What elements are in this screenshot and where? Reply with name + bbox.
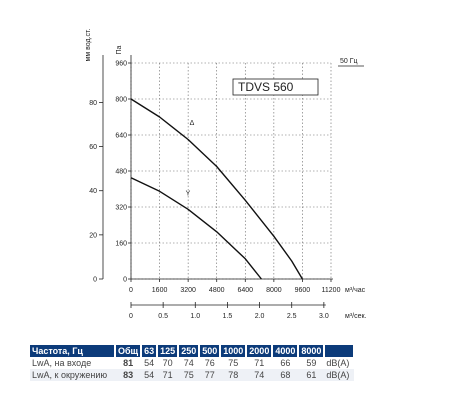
row-value: 75 <box>178 369 200 381</box>
header-250: 250 <box>178 345 201 357</box>
row-unit: dB(A) <box>324 369 355 381</box>
sec-tick-label: 2.5 <box>287 313 297 320</box>
header-2000: 2000 <box>246 345 274 357</box>
header-frequency: Частота, Гц <box>30 345 116 357</box>
row-value: 54 <box>141 357 158 369</box>
row-value: 71 <box>246 357 273 369</box>
mm-tick-label: 80 <box>89 100 97 107</box>
series-label-0: Δ <box>190 120 195 127</box>
row-unit: dB(A) <box>324 357 355 369</box>
row-total: 83 <box>115 369 142 381</box>
row-value: 59 <box>298 357 325 369</box>
model-box <box>232 78 319 96</box>
x-tick-label: 6400 <box>237 287 253 294</box>
sound-level-table: Частота, Гц Общ 63 125 250 500 1000 2000… <box>30 345 356 381</box>
row-value: 74 <box>178 357 200 369</box>
row-value: 66 <box>272 357 299 369</box>
chart-labels: 0 160 320 480 640 800 960 Па 0 20 40 60 80 мм вод.ст.… <box>85 29 367 320</box>
pa-tick-label: 480 <box>115 169 127 176</box>
x-tick-label: 9600 <box>295 287 311 294</box>
row-value: 71 <box>157 369 179 381</box>
header-125: 125 <box>157 345 180 357</box>
pa-tick-label: 0 <box>123 277 127 284</box>
sec-tick-label: 1.5 <box>223 313 233 320</box>
x-tick-label: 11200 <box>322 287 341 294</box>
pa-tick-label: 960 <box>115 61 127 68</box>
x-tick-label: 4800 <box>209 287 225 294</box>
mm-tick-label: 0 <box>93 277 97 284</box>
model-label: TDVS 560 <box>238 80 294 94</box>
mm-tick-label: 60 <box>89 144 97 151</box>
sec-tick-label: 0 <box>129 313 133 320</box>
chart-grid <box>130 62 332 280</box>
row-value: 77 <box>199 369 221 381</box>
sec-tick-label: 0.5 <box>158 313 168 320</box>
row-value: 61 <box>298 369 325 381</box>
series-label-1: Y <box>186 190 191 197</box>
x-tick-label: 0 <box>129 287 133 294</box>
sec-tick-label: 3.0 <box>319 313 329 320</box>
row-value: 70 <box>157 357 179 369</box>
chart-axes <box>99 55 333 308</box>
header-63: 63 <box>141 345 159 357</box>
row-label: LwA, к окружению <box>30 369 115 381</box>
mm-tick-label: 40 <box>89 188 97 195</box>
row-value: 68 <box>272 369 299 381</box>
row-value: 76 <box>199 357 221 369</box>
table-header-row: Частота, Гц Общ 63 125 250 500 1000 2000… <box>30 345 356 357</box>
pa-tick-label: 160 <box>115 241 127 248</box>
pa-tick-label: 320 <box>115 205 127 212</box>
header-total: Общ <box>115 345 143 357</box>
frequency-label: 50 Гц <box>340 58 358 65</box>
series-line-0 <box>130 98 304 280</box>
header-4000: 4000 <box>272 345 300 357</box>
row-value: 75 <box>220 357 247 369</box>
fan-curve-chart: 0 160 320 480 640 800 960 Па 0 20 40 60 80 мм вод.ст.… <box>85 29 367 320</box>
sec-tick-label: 1.0 <box>190 313 200 320</box>
sec-tick-label: 2.0 <box>255 313 265 320</box>
row-value: 78 <box>220 369 247 381</box>
pa-tick-label: 800 <box>115 97 127 104</box>
pa-tick-label: 640 <box>115 133 127 140</box>
chart-curves <box>130 98 304 280</box>
row-value: 54 <box>141 369 158 381</box>
table-row: LwA, к окружению 83 54 71 75 77 78 74 68… <box>30 369 355 381</box>
header-500: 500 <box>199 345 222 357</box>
table-row: LwA, на входе 81 54 70 74 76 75 71 66 59… <box>30 357 355 369</box>
series-line-1 <box>130 177 262 280</box>
x-tick-label: 1600 <box>152 287 168 294</box>
header-8000: 8000 <box>298 345 326 357</box>
x-tick-label: 3200 <box>180 287 196 294</box>
pa-axis-label: Па <box>116 45 123 54</box>
header-unit <box>324 345 356 357</box>
mm-tick-label: 20 <box>89 232 97 239</box>
row-value: 74 <box>246 369 273 381</box>
header-1000: 1000 <box>220 345 248 357</box>
row-label: LwA, на входе <box>30 357 115 369</box>
x-tick-label: 8000 <box>266 287 282 294</box>
row-total: 81 <box>115 357 142 369</box>
sec-axis-label: м³/сек. <box>345 313 367 320</box>
x-axis-label-hour: м³/час <box>345 287 366 294</box>
mm-axis-label: мм вод.ст. <box>85 29 92 62</box>
